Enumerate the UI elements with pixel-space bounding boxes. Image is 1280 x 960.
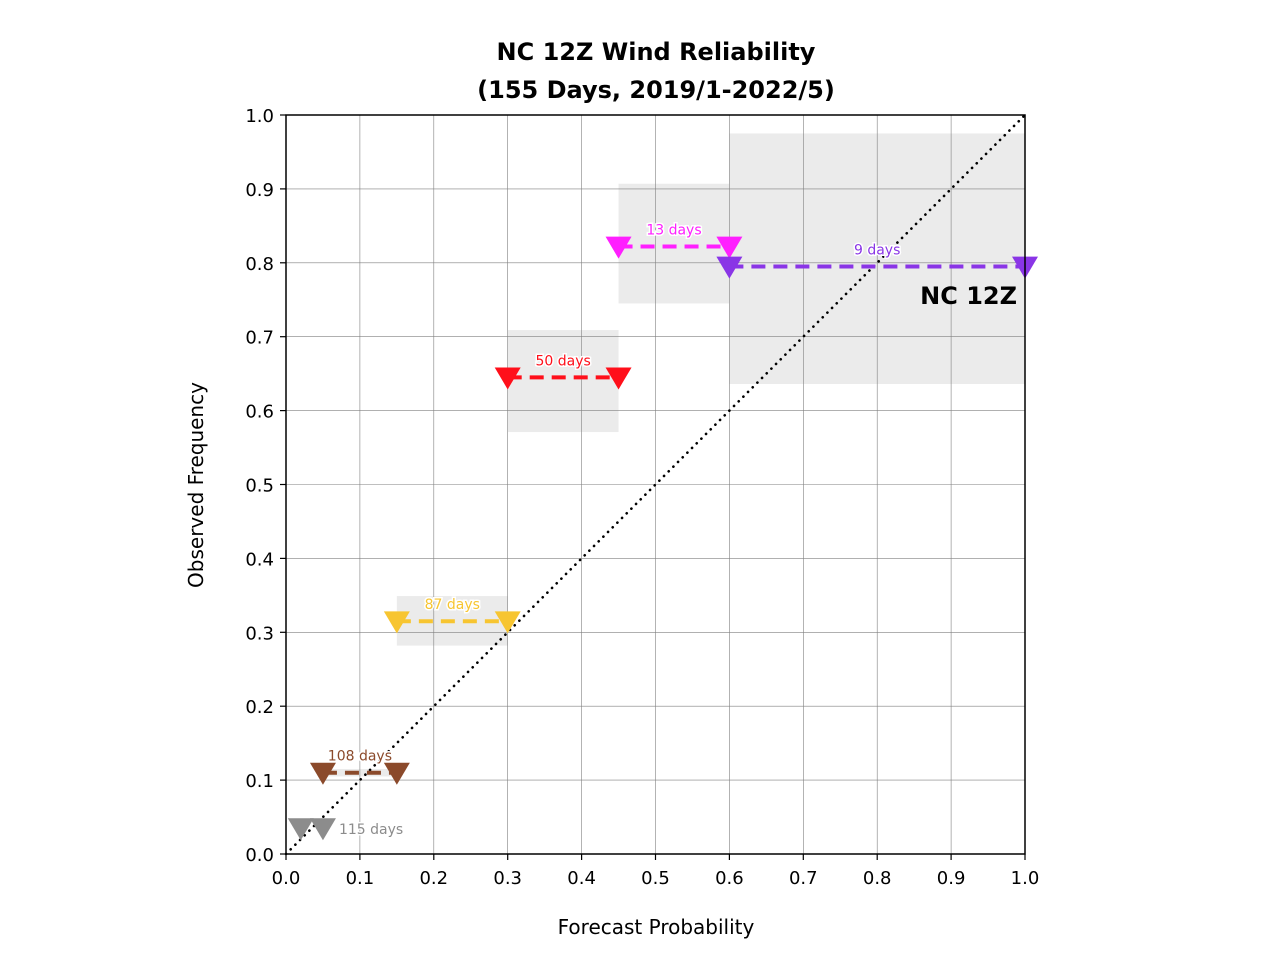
x-axis-label: Forecast Probability: [558, 915, 755, 939]
bin-marker-low-0: [287, 818, 314, 841]
y-tick-label: 0.3: [245, 623, 274, 644]
bin-marker-high-4: [716, 236, 743, 259]
bin-marker-high-2: [494, 611, 521, 634]
model-label: NC 12Z: [920, 282, 1017, 310]
bin-marker-high-0: [309, 818, 336, 841]
x-tick-label: 0.4: [567, 868, 596, 889]
y-tick-label: 0.2: [245, 697, 274, 718]
bin-count-label-4: 13 days: [646, 223, 701, 239]
x-tick-label: 0.1: [346, 868, 375, 889]
y-tick-label: 0.5: [245, 476, 274, 497]
bin-marker-low-4: [605, 236, 632, 259]
y-tick-label: 1.0: [245, 106, 274, 127]
x-tick-label: 0.3: [493, 868, 522, 889]
plot-frame: [285, 114, 1026, 855]
axis-ticks: 0.0 0.1 0.2 0.3 0.4 0.5 0.6 0.7 0.8 0.9 1.0 0.0 0.1 0…: [245, 106, 1039, 889]
y-tick-label: 0.6: [245, 402, 274, 423]
diagonal-line: [284, 113, 1027, 856]
x-tick-label: 0.5: [641, 868, 670, 889]
bin-marker-low-5: [716, 256, 743, 279]
perfect-reliability-line: [284, 113, 1027, 856]
bin-count-label-3: 50 days: [535, 353, 590, 369]
y-tick-label: 0.7: [245, 328, 274, 349]
x-tick-label: 1.0: [1011, 868, 1040, 889]
x-tick-label: 0.9: [937, 868, 966, 889]
bin-count-label-5: 9 days: [854, 242, 900, 258]
bin-marker-low-2: [383, 611, 410, 634]
bin-count-label-2: 87 days: [425, 597, 480, 613]
bin-count-label-1: 108 days: [328, 749, 392, 765]
bin-count-label-0: 115 days: [339, 822, 403, 838]
bin-marker-low-1: [309, 762, 336, 785]
y-axis-label: Observed Frequency: [184, 382, 208, 588]
bin-marker-high-1: [383, 762, 410, 785]
y-tick-label: 0.8: [245, 254, 274, 275]
bin-marker-high-3: [605, 367, 632, 390]
chart-title-line2: (155 Days, 2019/1-2022/5): [477, 76, 835, 104]
chart-title-line1: NC 12Z Wind Reliability: [497, 38, 816, 66]
reliability-bins: 115 days 108 days 87 days 50 days 13 days 9 d…: [287, 221, 1038, 841]
y-tick-label: 0.9: [245, 180, 274, 201]
y-tick-label: 0.4: [245, 549, 274, 570]
x-tick-label: 0.7: [789, 868, 818, 889]
confidence-box-4: [618, 183, 730, 304]
x-tick-label: 0.2: [419, 868, 448, 889]
bin-marker-low-3: [494, 367, 521, 390]
confidence-box-3: [507, 330, 619, 433]
x-tick-label: 0.6: [715, 868, 744, 889]
x-tick-label: 0.0: [272, 868, 301, 889]
y-tick-label: 0.1: [245, 771, 274, 792]
y-tick-label: 0.0: [245, 845, 274, 866]
x-tick-label: 0.8: [863, 868, 892, 889]
